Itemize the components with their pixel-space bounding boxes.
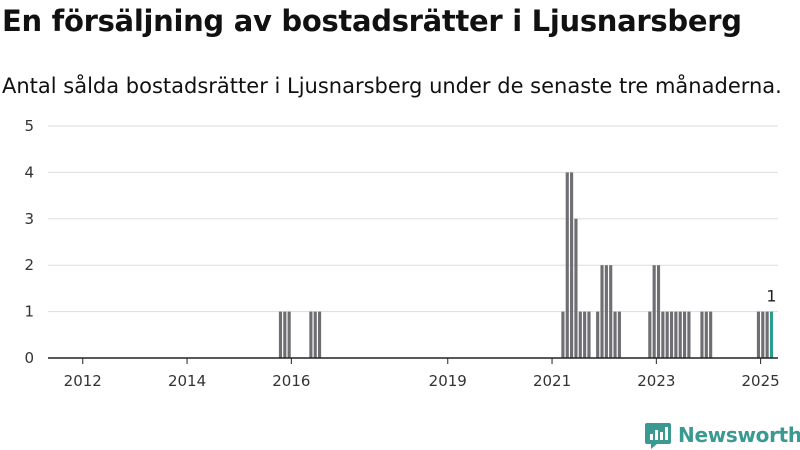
x-tick-label: 2019 xyxy=(429,372,467,390)
bar xyxy=(648,311,652,358)
bar xyxy=(765,311,769,358)
bar xyxy=(704,311,708,358)
bar xyxy=(665,311,669,358)
brand-name: Newsworthy xyxy=(678,423,800,447)
chart-title: En försäljning av bostadsrätter i Ljusna… xyxy=(2,4,742,38)
bar-highlight xyxy=(769,311,774,358)
bar xyxy=(661,311,665,358)
bar xyxy=(652,265,656,358)
bar xyxy=(687,311,691,358)
bar xyxy=(283,311,287,358)
x-tick-label: 2021 xyxy=(533,372,571,390)
x-tick-label: 2016 xyxy=(272,372,310,390)
y-tick-label: 2 xyxy=(24,256,34,274)
x-tick-label: 2023 xyxy=(637,372,675,390)
bar xyxy=(574,218,578,358)
bar xyxy=(600,265,604,358)
bar xyxy=(656,265,661,358)
bar xyxy=(570,172,574,358)
newsworthy-logo-icon xyxy=(645,423,671,449)
bar xyxy=(287,311,291,358)
x-tick-label: 2014 xyxy=(168,372,206,390)
chart-subtitle: Antal sålda bostadsrätter i Ljusnarsberg… xyxy=(2,74,782,98)
bar xyxy=(756,311,761,358)
bar xyxy=(313,311,317,358)
data-label: 1 xyxy=(766,287,776,306)
bar xyxy=(678,311,682,358)
y-tick-label: 4 xyxy=(24,163,34,181)
bar xyxy=(700,311,704,358)
bar xyxy=(278,311,283,358)
x-tick-label: 2025 xyxy=(742,372,780,390)
bar xyxy=(587,311,591,358)
y-tick-label: 1 xyxy=(24,303,34,321)
bar xyxy=(613,311,617,358)
bar xyxy=(561,311,565,358)
bar xyxy=(565,172,569,358)
bar xyxy=(583,311,587,358)
bar xyxy=(683,311,687,358)
bar xyxy=(604,265,608,358)
bar xyxy=(309,311,313,358)
bar xyxy=(674,311,678,358)
bar xyxy=(761,311,765,358)
bar xyxy=(609,265,613,358)
y-tick-label: 0 xyxy=(24,349,34,367)
bar-chart: 0 1 2 3 4 5 1 2012 2014 2016 2019 2021 2023 2025 xyxy=(24,117,780,390)
bar xyxy=(617,311,621,358)
bar xyxy=(318,311,322,358)
bar xyxy=(596,311,600,358)
bar xyxy=(709,311,713,358)
y-tick-label: 3 xyxy=(24,210,34,228)
x-tick-label: 2012 xyxy=(64,372,102,390)
bar xyxy=(669,311,674,358)
brand-logo: Newsworthy xyxy=(644,420,800,450)
bar xyxy=(578,311,582,358)
y-tick-label: 5 xyxy=(24,117,34,135)
